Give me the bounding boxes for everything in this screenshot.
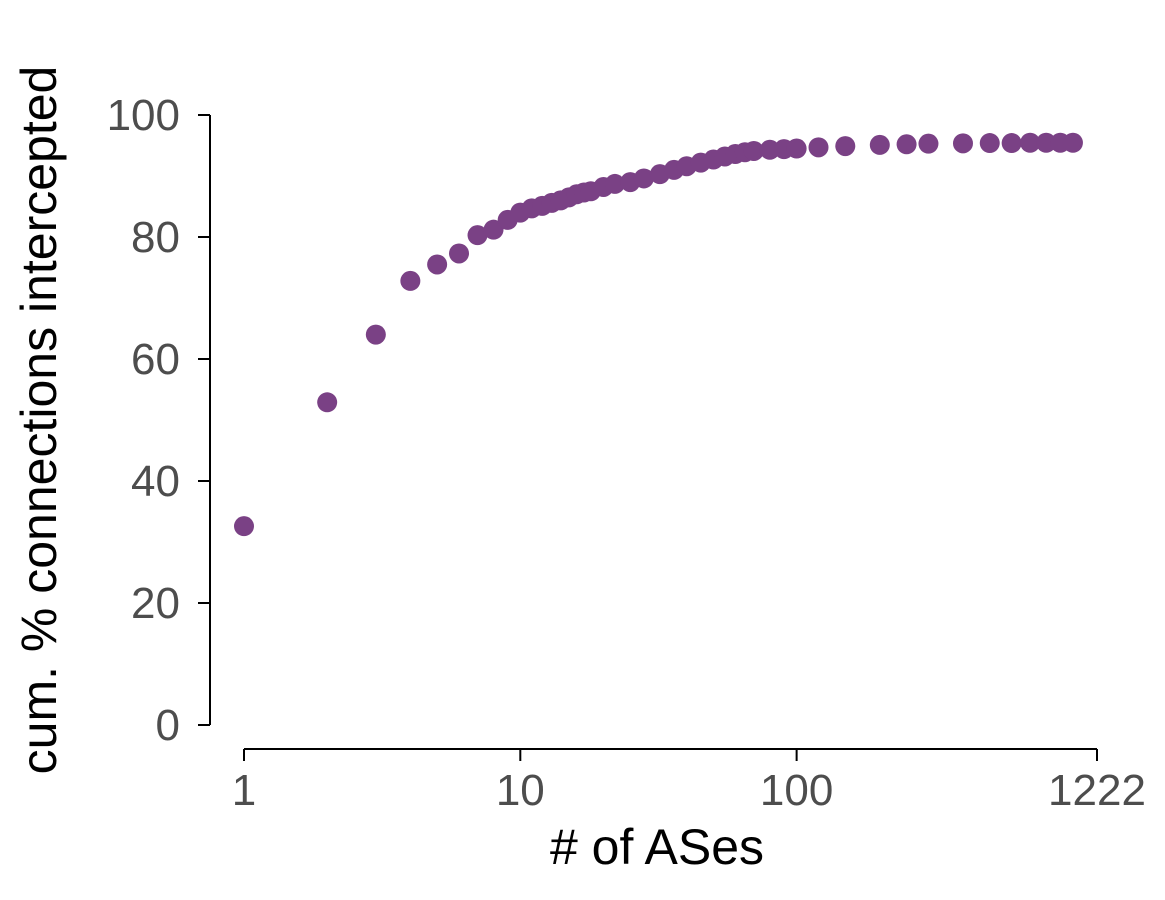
data-point [633,168,654,189]
y-tick-label: 100 [107,91,180,140]
data-point [317,392,338,413]
data-point [400,270,421,291]
data-point [1001,133,1022,154]
data-point [427,254,448,275]
data-point [743,140,764,161]
data-point [1020,132,1041,153]
data-point [604,173,625,194]
data-point [808,137,829,158]
data-point [467,225,488,246]
data-point [896,134,917,155]
data-point [918,133,939,154]
y-axis-title: cum. % connections intercepted [11,66,67,775]
data-point [365,324,386,345]
y-tick-label: 40 [131,457,180,506]
data-point [483,219,504,240]
data-point [1036,132,1057,153]
data-point [979,133,1000,154]
data-point [449,243,470,264]
x-tick-label: 10 [496,766,545,815]
data-point [759,139,780,160]
y-axis: 0 20 40 60 80 100 [107,91,211,750]
y-tick-label: 20 [131,579,180,628]
x-axis-title: # of ASes [550,819,764,875]
data-point [835,136,856,157]
x-tick-label: 1 [232,766,256,815]
data-point [952,133,973,154]
y-tick-label: 60 [131,335,180,384]
data-point [1062,132,1083,153]
scatter-points [234,132,1083,537]
x-tick-label: 100 [760,766,833,815]
x-axis: 1 10 100 1222 [232,748,1146,815]
data-point [786,138,807,159]
x-tick-label: 1222 [1048,766,1146,815]
data-point [234,516,254,537]
y-tick-label: 0 [156,701,180,750]
data-point [869,134,890,155]
y-tick-label: 80 [131,213,180,262]
